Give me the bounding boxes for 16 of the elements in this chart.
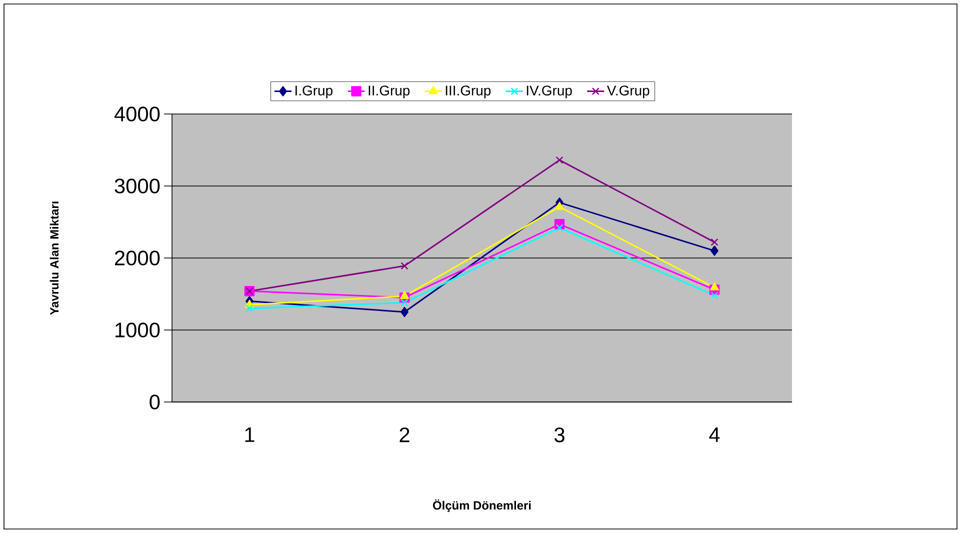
y-tick-label: 0: [150, 394, 160, 410]
y-tick-label: 3000: [114, 178, 160, 194]
y-axis-title: Yavrulu Alan Miktarı: [50, 202, 59, 315]
y-tick-label: 4000: [114, 106, 160, 122]
x-tick-label: 4: [709, 428, 720, 442]
legend-label: V.Grup: [606, 86, 650, 98]
legend-label: II.Grup: [368, 86, 410, 98]
y-tick-label: 1000: [116, 322, 160, 338]
legend-label: IV.Grup: [526, 86, 572, 98]
legend-label: III.Grup: [446, 86, 491, 98]
x-tick-label: 1: [245, 428, 254, 442]
legend-label: I.Grup: [296, 86, 332, 98]
x-tick-label: 2: [400, 428, 410, 442]
y-tick-label: 2000: [114, 250, 160, 266]
x-axis-title: Ölçüm Dönemleri: [433, 499, 531, 512]
x-tick-label: 3: [554, 428, 564, 442]
